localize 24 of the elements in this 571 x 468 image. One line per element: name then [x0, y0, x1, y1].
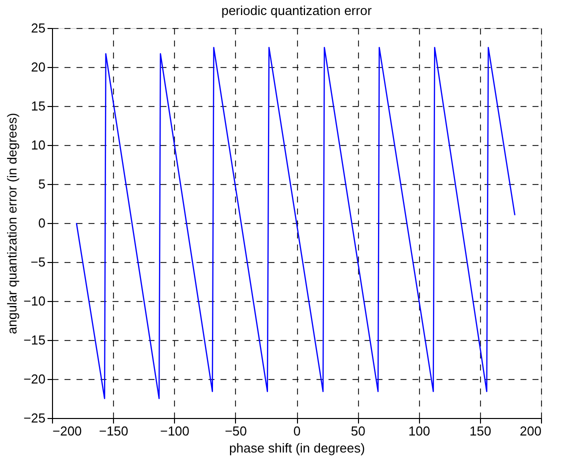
y-tick-label: 15 — [31, 98, 46, 114]
y-tick-label: −10 — [23, 294, 46, 308]
x-tick-label: −200 — [52, 424, 82, 438]
x-tick-label: 150 — [470, 424, 492, 438]
y-tick-label: 10 — [31, 138, 46, 152]
line-series — [76, 46, 516, 400]
y-tick-label: 25 — [31, 20, 46, 36]
chart-title: periodic quantization error — [221, 3, 372, 18]
y-tick-label: 5 — [38, 176, 46, 192]
y-tick-label: −15 — [23, 332, 46, 348]
x-tick-label: −50 — [224, 424, 247, 438]
y-axis-title: angular quantization error (in degrees) — [4, 112, 20, 334]
x-tick-label: −100 — [160, 424, 190, 438]
x-tick-label: 200 — [520, 424, 542, 438]
y-tick-label: −25 — [23, 410, 46, 426]
x-tick-label: −150 — [98, 424, 128, 438]
x-tick-label: 100 — [408, 424, 430, 438]
y-tick-label: −20 — [23, 372, 46, 386]
y-tick-label: 0 — [38, 216, 46, 230]
x-axis-title: phase shift (in degrees) — [229, 440, 365, 456]
x-tick-label: 0 — [293, 424, 301, 438]
y-tick-label: −5 — [30, 254, 46, 270]
x-tick-label: 50 — [350, 424, 366, 438]
y-tick-label: 20 — [31, 60, 46, 74]
